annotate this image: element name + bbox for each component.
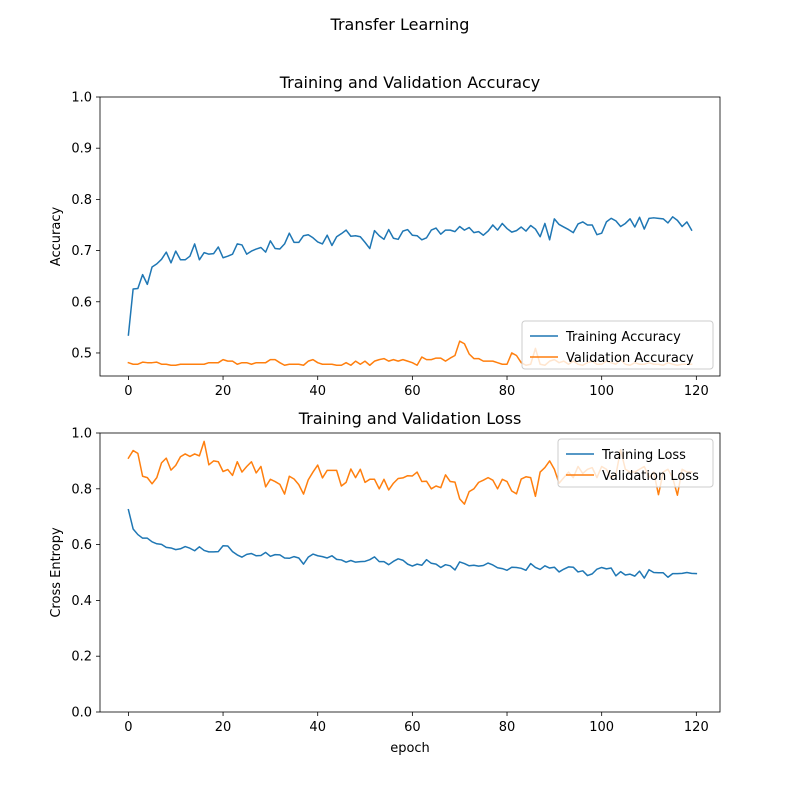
- y-tick-label: 0.4: [71, 594, 92, 609]
- axes-frame: [99, 96, 721, 377]
- x-tick-label: 60: [404, 720, 421, 735]
- y-tick-label: 0.0: [71, 706, 92, 721]
- x-axis-label: epoch: [390, 741, 430, 756]
- legend-label: Training Loss: [601, 448, 686, 463]
- x-tick-label: 40: [309, 384, 326, 399]
- x-tick-label: 0: [124, 384, 132, 399]
- chart-title: Training and Validation Loss: [298, 409, 522, 428]
- accuracy-chart: Training and Validation Accuracy Accuracy…: [49, 73, 721, 399]
- y-tick-label: 0.5: [71, 346, 92, 361]
- legend-label: Validation Accuracy: [566, 351, 694, 366]
- y-tick-label: 1.0: [71, 427, 92, 442]
- y-tick-label: 1.0: [71, 91, 92, 106]
- y-tick-label: 0.6: [71, 538, 92, 553]
- y-tick-label: 0.8: [71, 193, 92, 208]
- x-tick-label: 20: [215, 384, 232, 399]
- legend-frame: [557, 438, 714, 488]
- legend: Training Loss Validation Loss: [557, 438, 714, 488]
- legend-label: Training Accuracy: [565, 330, 681, 345]
- y-tick-label: 0.9: [71, 142, 92, 157]
- x-tick-label: 120: [684, 720, 709, 735]
- y-tick-label: 0.6: [71, 295, 92, 310]
- figure-suptitle: Transfer Learning: [330, 15, 470, 34]
- x-tick-label: 120: [684, 384, 709, 399]
- x-tick-label: 80: [499, 720, 516, 735]
- x-tick-label: 0: [124, 720, 132, 735]
- axes-frame: [99, 432, 721, 713]
- x-tick-label: 100: [589, 384, 614, 399]
- loss-chart: Training and Validation Loss Cross Entrop…: [49, 409, 721, 756]
- chart-title: Training and Validation Accuracy: [279, 73, 541, 92]
- y-axis-label: Cross Entropy: [49, 527, 64, 618]
- x-tick-label: 20: [215, 720, 232, 735]
- legend: Training Accuracy Validation Accuracy: [521, 320, 714, 370]
- y-tick-label: 0.7: [71, 244, 92, 259]
- series-line-training-accuracy: [127, 216, 693, 336]
- y-tick-label: 0.2: [71, 650, 92, 665]
- y-axis-label: Accuracy: [49, 207, 64, 267]
- x-tick-label: 80: [499, 384, 516, 399]
- legend-label: Validation Loss: [602, 469, 699, 484]
- y-tick-label: 0.8: [71, 482, 92, 497]
- legend-frame: [521, 320, 714, 370]
- x-tick-label: 100: [589, 720, 614, 735]
- series-line-training-loss: [127, 508, 698, 579]
- x-tick-label: 60: [404, 384, 421, 399]
- x-tick-label: 40: [309, 720, 326, 735]
